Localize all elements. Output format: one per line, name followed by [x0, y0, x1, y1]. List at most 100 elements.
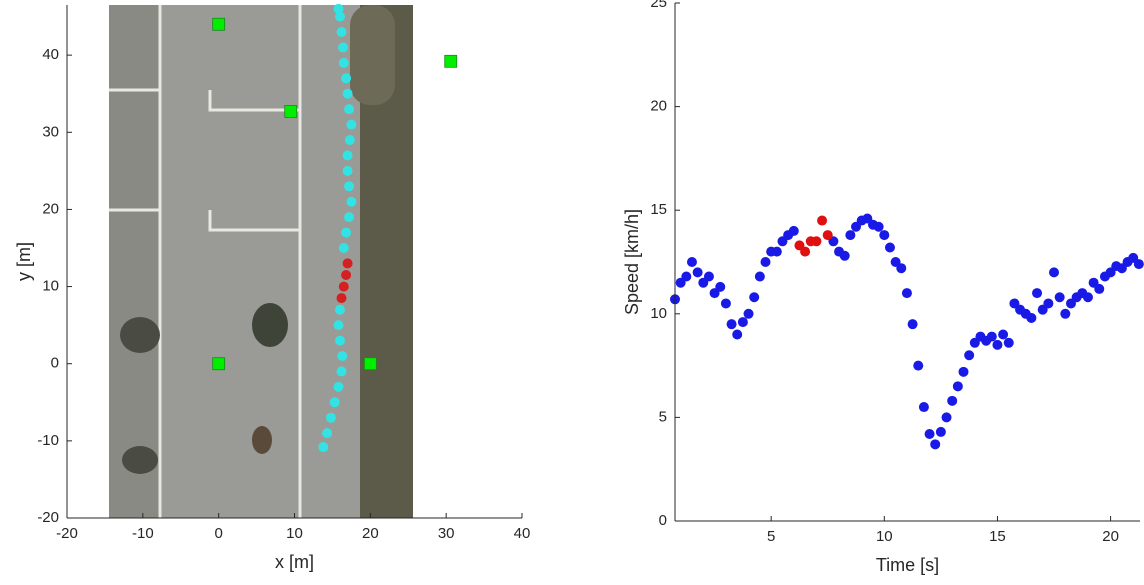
x-tick-label: 15: [989, 528, 1006, 545]
point: [341, 227, 352, 238]
point: [703, 271, 714, 282]
point: [737, 317, 748, 328]
x-tick-label: 5: [767, 528, 775, 545]
marker: [284, 105, 298, 118]
point: [335, 11, 345, 22]
point: [715, 281, 726, 292]
point: [333, 3, 344, 14]
y-axis-label: y [m]: [14, 242, 34, 281]
point: [346, 119, 357, 130]
point: [337, 351, 348, 361]
point: [947, 395, 958, 406]
marker: [363, 357, 377, 371]
point: [884, 242, 895, 253]
point: [335, 304, 345, 315]
point: [1043, 298, 1054, 309]
point: [681, 271, 692, 282]
point: [1060, 308, 1071, 319]
x-tick-label: 20: [1102, 528, 1119, 545]
y-tick-label: 10: [42, 278, 59, 295]
y-tick-label: 30: [42, 123, 59, 140]
y-tick-label: -10: [37, 432, 59, 449]
x-tick-label: -10: [132, 525, 154, 542]
x-tick-label: 0: [214, 525, 222, 542]
point: [1032, 288, 1043, 299]
point: [817, 215, 828, 226]
y-tick-label: 0: [51, 355, 59, 372]
point: [344, 212, 355, 223]
point: [924, 428, 935, 439]
y-tick-label: 5: [659, 408, 667, 425]
point: [788, 225, 799, 236]
map-background: [109, 5, 413, 518]
point: [325, 412, 336, 423]
point: [1049, 267, 1060, 278]
point: [342, 88, 353, 99]
point: [338, 42, 349, 53]
x-axis-label: x [m]: [275, 552, 314, 572]
point: [692, 267, 703, 278]
point: [873, 221, 884, 232]
point: [749, 292, 760, 303]
point: [338, 281, 349, 292]
point: [338, 57, 349, 68]
point: [318, 442, 329, 453]
point: [336, 293, 347, 304]
point: [760, 257, 771, 267]
point: [720, 298, 731, 309]
point: [338, 243, 349, 253]
point: [986, 331, 997, 342]
point: [754, 271, 765, 282]
y-tick-label: -20: [37, 509, 59, 526]
point: [341, 73, 352, 84]
point: [839, 250, 850, 261]
x-tick-label: 30: [438, 525, 455, 542]
point: [964, 350, 975, 361]
y-tick-label: 40: [42, 46, 59, 63]
point: [346, 196, 357, 207]
point: [800, 246, 811, 257]
point: [341, 270, 352, 280]
point: [342, 258, 353, 269]
point: [333, 381, 344, 392]
point: [1026, 312, 1037, 323]
point: [958, 366, 969, 377]
point: [1054, 292, 1065, 303]
x-tick-label: 10: [286, 525, 303, 542]
y-tick-label: 10: [650, 305, 667, 322]
marker: [212, 357, 226, 371]
point: [941, 412, 952, 423]
point: [907, 319, 918, 330]
point: [935, 426, 946, 437]
x-tick-label: 40: [514, 525, 531, 542]
y-tick-label: 0: [659, 512, 667, 529]
point: [344, 181, 355, 192]
point: [1003, 337, 1014, 348]
y-tick-label: 20: [42, 200, 59, 217]
point: [845, 230, 856, 241]
marker: [212, 17, 226, 31]
point: [901, 288, 912, 299]
y-tick-label: 20: [650, 98, 667, 115]
point: [952, 381, 963, 392]
point: [336, 366, 347, 377]
point: [1133, 259, 1144, 270]
point: [1082, 292, 1093, 303]
point: [333, 320, 344, 331]
point: [686, 257, 697, 267]
x-tick-label: 20: [362, 525, 379, 542]
point: [879, 230, 890, 241]
point: [930, 439, 941, 450]
y-tick-label: 15: [650, 201, 667, 218]
x-axis-label: Time [s]: [876, 555, 939, 575]
point: [329, 397, 340, 408]
y-axis-label: Speed [km/h]: [622, 209, 642, 315]
point: [998, 329, 1009, 340]
x-tick-label: 10: [876, 528, 893, 545]
point: [896, 263, 907, 274]
point: [918, 402, 929, 413]
point: [992, 339, 1003, 350]
point: [342, 165, 353, 176]
point: [811, 236, 822, 247]
